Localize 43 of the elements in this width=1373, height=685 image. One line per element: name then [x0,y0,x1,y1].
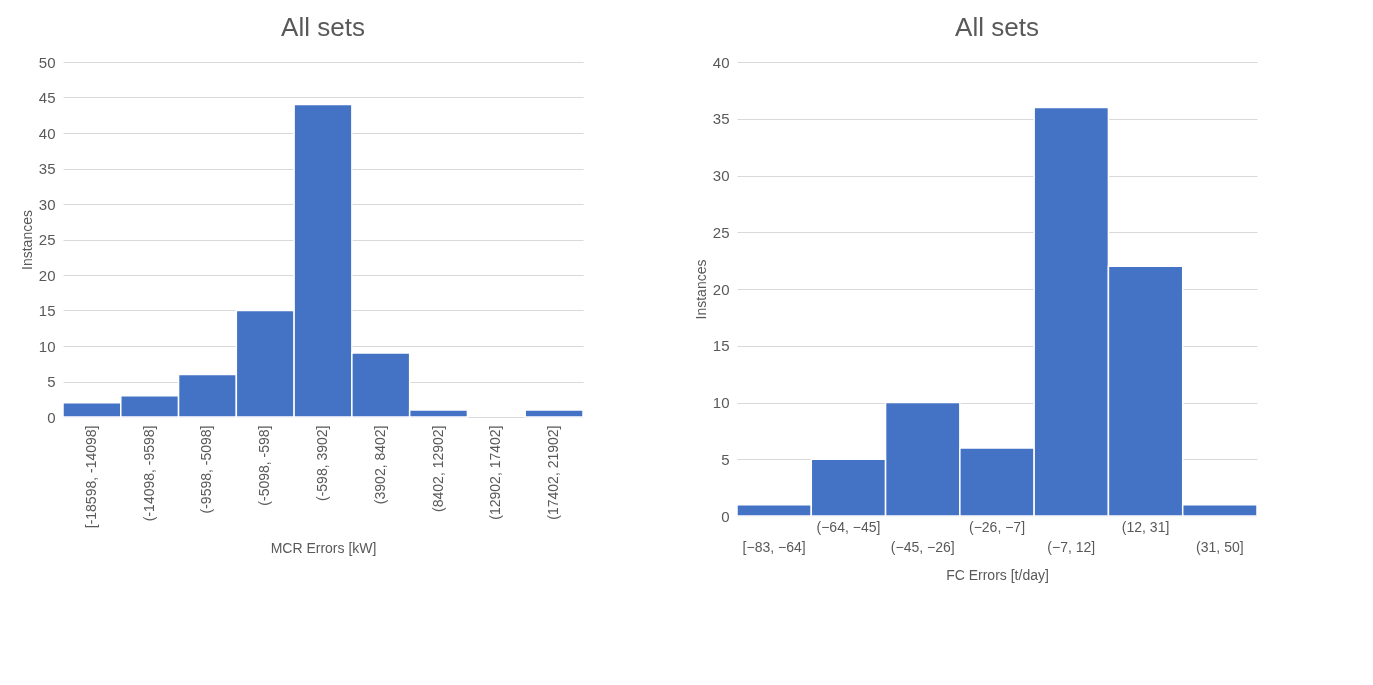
x-tick-label: (−26, −7] [968,518,1026,535]
chart-title: All sets [955,12,1039,42]
y-axis-title: Instances [692,259,709,320]
y-tick-label: 25 [712,223,730,241]
y-tick-label: 20 [712,280,730,298]
y-tick-label: 20 [38,266,56,284]
y-tick-label: 40 [712,53,730,71]
x-tick-label: (3902, 8402] [371,425,388,505]
x-tick-label: [−83, −64] [742,538,806,555]
x-tick-label: (17402, 21902] [545,425,562,520]
chart-title: All sets [281,12,365,42]
y-tick-label: 10 [38,337,56,355]
x-tick-label: (−7, 12] [1047,538,1096,555]
y-tick-label: 35 [712,110,730,128]
x-tick-label: (31, 50] [1196,538,1244,555]
y-tick-label: 0 [47,408,56,426]
x-tick-label: (-5098, -598] [256,425,273,506]
y-tick-label: 30 [712,167,730,184]
x-tick-label: (-9598, -5098] [198,425,215,514]
y-tick-label: 25 [38,231,56,248]
x-tick-label: (−45, −26] [890,538,955,555]
y-tick-label: 45 [38,89,56,106]
y-tick-label: 0 [721,507,730,525]
y-tick-label: 5 [721,450,730,468]
y-tick-label: 15 [712,337,730,355]
x-tick-label: (8402, 12902] [429,425,446,512]
y-tick-label: 35 [38,160,56,177]
x-tick-label: (-598, 3902] [314,425,330,501]
bar [524,409,584,418]
y-tick-label: 40 [38,124,56,142]
y-tick-label: 30 [38,195,56,213]
x-tick-label: (12, 31] [1121,518,1170,535]
x-axis-title: MCR Errors [kW] [270,540,377,557]
y-axis-title: Instances [18,210,35,270]
y-tick-label: 50 [38,53,56,71]
x-axis-title: FC Errors [t/day] [946,566,1049,583]
x-tick-label: (−64, −45] [816,518,881,535]
x-tick-label: (12902, 17402] [487,425,504,520]
y-tick-label: 5 [47,373,56,390]
y-tick-label: 10 [712,394,730,411]
x-tick-label: (-14098, -9598] [140,425,157,522]
y-tick-label: 15 [38,302,56,319]
x-tick-label: [-18598, -14098] [82,425,99,529]
